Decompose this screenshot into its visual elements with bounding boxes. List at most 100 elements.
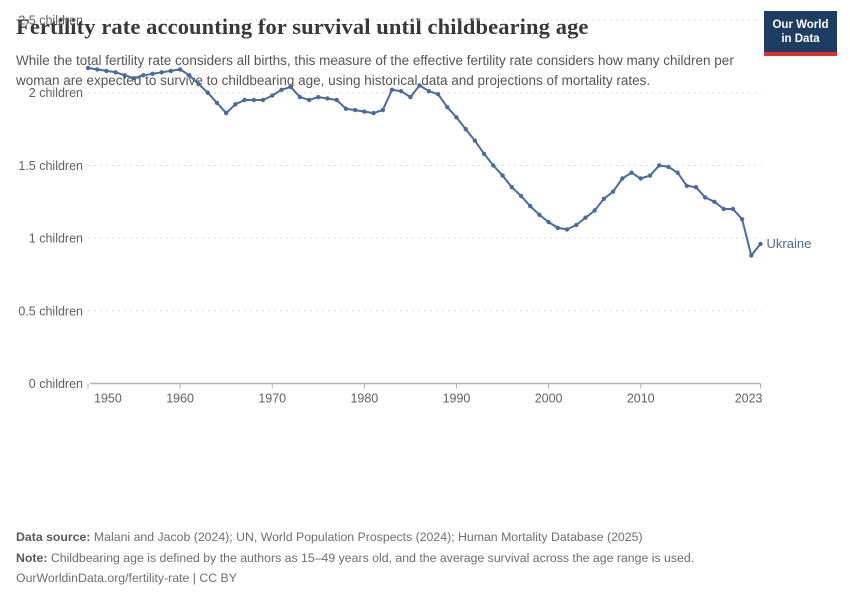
data-point (122, 73, 128, 78)
data-point (537, 212, 542, 217)
data-point (583, 215, 588, 220)
data-point (334, 97, 339, 103)
data-point (371, 110, 376, 116)
data-point (463, 126, 468, 132)
data-point (353, 107, 358, 113)
chart-area: 0 children 0.5 children 1 children 1.5 chil… (18, 14, 812, 406)
data-point (739, 217, 745, 222)
data-point (113, 70, 118, 75)
data-point (675, 170, 680, 175)
data-point (426, 89, 432, 94)
data-point (251, 97, 256, 103)
owid-logo[interactable]: Our World in Data (764, 11, 837, 56)
data-point (362, 109, 367, 114)
chart-canvas: 0 children 0.5 children 1 children 1.5 chil… (18, 14, 812, 406)
data-point (592, 208, 597, 213)
data-point (528, 203, 533, 209)
data-point (306, 97, 312, 103)
x-axis-label: 1990 (443, 392, 471, 406)
data-point (647, 173, 653, 178)
data-line (87, 67, 762, 257)
x-axis-label: 1960 (166, 392, 194, 406)
data-point (638, 176, 643, 181)
page-title: Fertility rate accounting for survival u… (16, 14, 589, 39)
y-axis-label: 2 children (29, 86, 83, 100)
data-point (610, 189, 616, 194)
y-axis-label: 1 children (29, 232, 83, 246)
data-point (491, 163, 496, 168)
url-line: OurWorldinData.org/fertility-rate | CC B… (16, 571, 237, 586)
data-point (721, 206, 726, 212)
data-point (224, 110, 229, 116)
owid-logo-line2: in Data (781, 33, 820, 46)
note-text: Childbearing age is defined by the autho… (50, 550, 695, 565)
data-point (168, 68, 174, 74)
y-axis-label: 2.5 children (18, 14, 83, 28)
data-point (445, 105, 450, 110)
data-point (159, 70, 164, 75)
data-point (214, 100, 220, 106)
data-point (141, 73, 146, 78)
data-point (104, 68, 109, 74)
data-point (288, 84, 293, 90)
data-point (187, 73, 192, 78)
series-end-label: Ukraine (767, 236, 812, 251)
page-subtitle: While the total fertility rate considers… (16, 53, 734, 88)
data-point (260, 97, 266, 103)
data-source-label: Data source: (16, 530, 91, 544)
data-point (500, 173, 505, 178)
data-point (389, 87, 395, 92)
data-point (481, 151, 487, 156)
data-point (399, 89, 404, 94)
data-point (150, 71, 155, 76)
x-axis-label: 1970 (258, 392, 286, 406)
data-point (601, 196, 607, 201)
data-point (758, 241, 763, 247)
data-point (574, 222, 579, 228)
data-point (620, 176, 625, 181)
data-point (509, 185, 514, 190)
owid-logo-line1: Our World (772, 19, 829, 31)
data-point (564, 227, 570, 232)
data-point (270, 93, 275, 98)
data-point (749, 253, 754, 258)
data-source-line: Data source: Malani and Jacob (2024); UN… (16, 527, 826, 548)
data-point (684, 183, 689, 188)
data-point (555, 225, 560, 231)
data-point (380, 107, 385, 113)
data-point (316, 94, 321, 100)
note-line: Note: Childbearing age is defined by the… (16, 548, 826, 569)
x-axis-label: 1950 (94, 392, 122, 406)
y-axis-label: 0.5 children (18, 304, 83, 318)
data-point (408, 94, 413, 100)
data-point (177, 67, 183, 72)
data-point (205, 90, 210, 95)
data-point (472, 138, 478, 143)
data-point (233, 102, 238, 107)
data-point (712, 199, 717, 204)
data-point (666, 164, 671, 170)
data-point (196, 81, 201, 87)
data-point (95, 67, 100, 72)
data-point (85, 65, 91, 71)
data-point (297, 94, 303, 100)
chart-footer: Data source: Malani and Jacob (2024); UN… (16, 527, 826, 589)
data-source-text: Malani and Jacob (2024); UN, World Popul… (93, 530, 643, 544)
data-point (435, 92, 441, 97)
data-point (131, 76, 137, 81)
x-axis-label: 2023 (735, 392, 763, 406)
data-point (693, 185, 699, 190)
note-label: Note: (16, 550, 48, 565)
y-axis-label: 1.5 children (18, 159, 83, 173)
data-point (343, 106, 349, 111)
data-point (325, 96, 330, 101)
data-point (546, 219, 551, 225)
data-point (703, 195, 708, 200)
y-axis-label: 0 children (29, 377, 83, 391)
x-axis-label: 2000 (535, 392, 563, 406)
data-point (417, 83, 422, 88)
data-point (657, 163, 662, 168)
data-point (279, 87, 284, 92)
data-point (242, 97, 247, 103)
